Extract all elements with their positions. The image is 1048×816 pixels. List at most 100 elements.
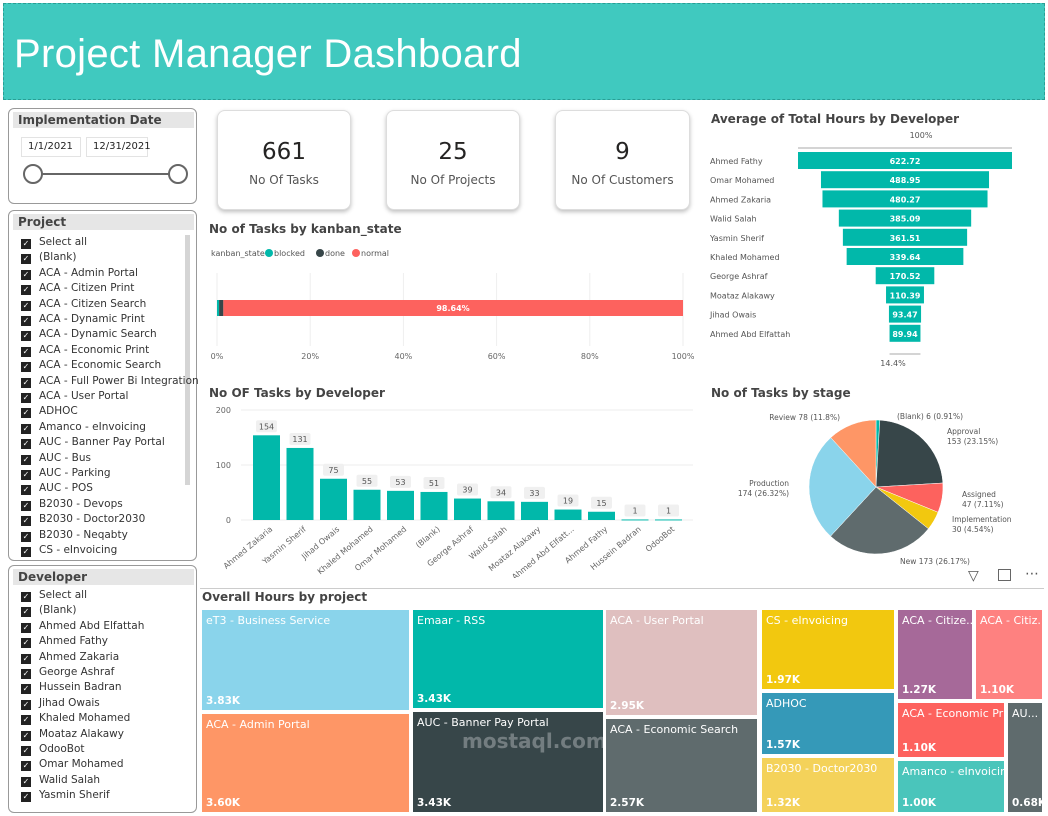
developer-option[interactable]: ✓ Jihad Owais — [21, 696, 100, 711]
treemap-tile[interactable]: B2030 - Doctor2030 1.32K — [761, 757, 895, 813]
checkbox-checked-icon[interactable]: ✓ — [21, 454, 31, 465]
treemap-tile[interactable]: ACA - Economic Search 2.57K — [605, 718, 758, 813]
treemap-tile[interactable]: ACA - Citize... 1.27K — [897, 609, 973, 700]
option-label: B2030 - Neqabty — [39, 528, 128, 541]
checkbox-checked-icon[interactable]: ✓ — [21, 377, 31, 388]
project-option[interactable]: ✓ ACA - Economic Print — [21, 343, 149, 358]
option-label: Omar Mohamed — [39, 758, 124, 771]
filter-icon[interactable]: ▽ — [968, 568, 979, 584]
project-option[interactable]: ✓ AUC - Bus — [21, 451, 91, 466]
checkbox-checked-icon[interactable]: ✓ — [21, 331, 31, 342]
treemap-tile[interactable]: eT3 - Business Service 3.83K — [201, 609, 410, 711]
data-label-bg — [423, 476, 445, 489]
checkbox-checked-icon[interactable]: ✓ — [21, 316, 31, 326]
developer-option[interactable]: ✓ Yasmin Sherif — [21, 788, 110, 803]
developer-option[interactable]: ✓ Moataz Alakawy — [21, 727, 124, 742]
checkbox-checked-icon[interactable]: ✓ — [21, 516, 31, 527]
project-option[interactable]: ✓ ACA - User Portal — [21, 389, 128, 404]
tile-value: 1.10K — [902, 742, 937, 754]
developer-option[interactable]: ✓ Walid Salah — [21, 773, 100, 788]
checkbox-checked-icon[interactable]: ✓ — [21, 254, 31, 265]
end-date-input[interactable]: 12/31/2021 — [86, 137, 151, 157]
checkbox-checked-icon[interactable]: ✓ — [21, 669, 31, 679]
checkbox-checked-icon[interactable]: ✓ — [21, 239, 31, 249]
checkbox-checked-icon[interactable]: ✓ — [21, 423, 31, 434]
checkbox-checked-icon[interactable]: ✓ — [21, 362, 31, 373]
project-option[interactable]: ✓ ACA - Economic Search — [21, 358, 161, 373]
developer-option[interactable]: ✓ George Ashraf — [21, 665, 114, 680]
checkbox-checked-icon[interactable]: ✓ — [21, 638, 31, 649]
treemap-tile[interactable]: ACA - Economic Pri... 1.10K — [897, 702, 1005, 758]
treemap-tile[interactable]: AU... 0.68K — [1007, 702, 1043, 813]
project-option[interactable]: ✓ AUC - POS — [21, 481, 93, 496]
project-option[interactable]: ✓ Amanco - eInvoicing — [21, 420, 146, 435]
checkbox-checked-icon[interactable]: ✓ — [21, 547, 31, 557]
developer-option[interactable]: ✓ OdooBot — [21, 742, 85, 757]
project-option[interactable]: ✓ ACA - Admin Portal — [21, 266, 138, 281]
checkbox-checked-icon[interactable]: ✓ — [21, 408, 31, 419]
developer-option[interactable]: ✓ Omar Mohamed — [21, 757, 124, 772]
checkbox-checked-icon[interactable]: ✓ — [21, 439, 31, 450]
category-label: Moataz Alakawy — [710, 291, 775, 300]
checkbox-checked-icon[interactable]: ✓ — [21, 776, 31, 787]
developer-option[interactable]: ✓ Ahmed Abd Elfattah — [21, 619, 144, 634]
treemap-tile[interactable]: ACA - Citiz... 1.10K — [975, 609, 1043, 700]
treemap-tile[interactable]: CS - eInvoicing 1.97K — [761, 609, 895, 690]
checkbox-checked-icon[interactable]: ✓ — [21, 393, 31, 403]
start-date-handle[interactable] — [23, 164, 43, 184]
treemap-tile[interactable]: ADHOC 1.57K — [761, 692, 895, 755]
kpi-label: No Of Customers — [571, 173, 674, 187]
treemap-tile[interactable]: ACA - Admin Portal 3.60K — [201, 713, 410, 813]
checkbox-checked-icon[interactable]: ✓ — [21, 470, 31, 480]
checkbox-checked-icon[interactable]: ✓ — [21, 761, 31, 772]
checkbox-checked-icon[interactable]: ✓ — [21, 699, 31, 710]
project-option[interactable]: ✓ ADHOC — [21, 404, 78, 419]
project-option[interactable]: ✓ ACA - Citizen Search — [21, 297, 146, 312]
checkbox-checked-icon[interactable]: ✓ — [21, 715, 31, 726]
checkbox-checked-icon[interactable]: ✓ — [21, 500, 31, 511]
treemap-tile[interactable]: Emaar - RSS 3.43K — [412, 609, 604, 709]
end-date-handle[interactable] — [168, 164, 188, 184]
checkbox-checked-icon[interactable]: ✓ — [21, 746, 31, 756]
project-option[interactable]: ✓ ACA - Citizen Print — [21, 281, 134, 296]
checkbox-checked-icon[interactable]: ✓ — [21, 531, 31, 542]
project-scrollbar[interactable] — [185, 235, 190, 485]
checkbox-checked-icon[interactable]: ✓ — [21, 285, 31, 296]
checkbox-checked-icon[interactable]: ✓ — [21, 592, 31, 602]
treemap-tile[interactable]: AUC - Banner Pay Portal 3.43K — [412, 711, 604, 813]
project-option[interactable]: ✓ B2030 - Devops — [21, 497, 123, 512]
x-tick-label: Ahmed Abd Elfatt... — [510, 525, 576, 578]
developer-option[interactable]: ✓ Hussein Badran — [21, 680, 122, 695]
checkbox-checked-icon[interactable]: ✓ — [21, 684, 31, 695]
developer-option[interactable]: ✓ Ahmed Zakaria — [21, 650, 119, 665]
checkbox-checked-icon[interactable]: ✓ — [21, 269, 31, 280]
project-option[interactable]: ✓ ACA - Dynamic Search — [21, 327, 157, 342]
checkbox-checked-icon[interactable]: ✓ — [21, 485, 31, 496]
developer-option[interactable]: ✓ Ahmed Fathy — [21, 634, 108, 649]
developer-option[interactable]: ✓ (Blank) — [21, 603, 76, 618]
project-option[interactable]: ✓ B2030 - Doctor2030 — [21, 512, 145, 527]
project-option[interactable]: ✓ B2030 - Neqabty — [21, 528, 128, 543]
category-label: Khaled Mohamed — [710, 253, 780, 262]
developer-option[interactable]: ✓ Khaled Mohamed — [21, 711, 130, 726]
project-option[interactable]: ✓ ACA - Full Power Bi Integration — [21, 374, 199, 389]
project-option[interactable]: ✓ Select all — [21, 235, 87, 250]
focus-mode-icon[interactable] — [998, 569, 1011, 581]
treemap-tile[interactable]: Amanco - eInvoicing 1.00K — [897, 760, 1005, 813]
developer-option[interactable]: ✓ Select all — [21, 588, 87, 603]
checkbox-checked-icon[interactable]: ✓ — [21, 730, 31, 741]
checkbox-checked-icon[interactable]: ✓ — [21, 300, 31, 311]
checkbox-checked-icon[interactable]: ✓ — [21, 653, 31, 664]
project-option[interactable]: ✓ AUC - Parking — [21, 466, 111, 481]
more-options-icon[interactable]: ⋯ — [1025, 566, 1039, 582]
checkbox-checked-icon[interactable]: ✓ — [21, 607, 31, 618]
project-option[interactable]: ✓ CS - eInvoicing — [21, 543, 117, 558]
treemap-tile[interactable]: ACA - User Portal 2.95K — [605, 609, 758, 716]
start-date-input[interactable]: 1/1/2021 — [21, 137, 81, 157]
checkbox-checked-icon[interactable]: ✓ — [21, 792, 31, 803]
project-option[interactable]: ✓ (Blank) — [21, 250, 76, 265]
checkbox-checked-icon[interactable]: ✓ — [21, 346, 31, 357]
project-option[interactable]: ✓ ACA - Dynamic Print — [21, 312, 145, 327]
project-option[interactable]: ✓ AUC - Banner Pay Portal — [21, 435, 165, 450]
checkbox-checked-icon[interactable]: ✓ — [21, 622, 31, 633]
